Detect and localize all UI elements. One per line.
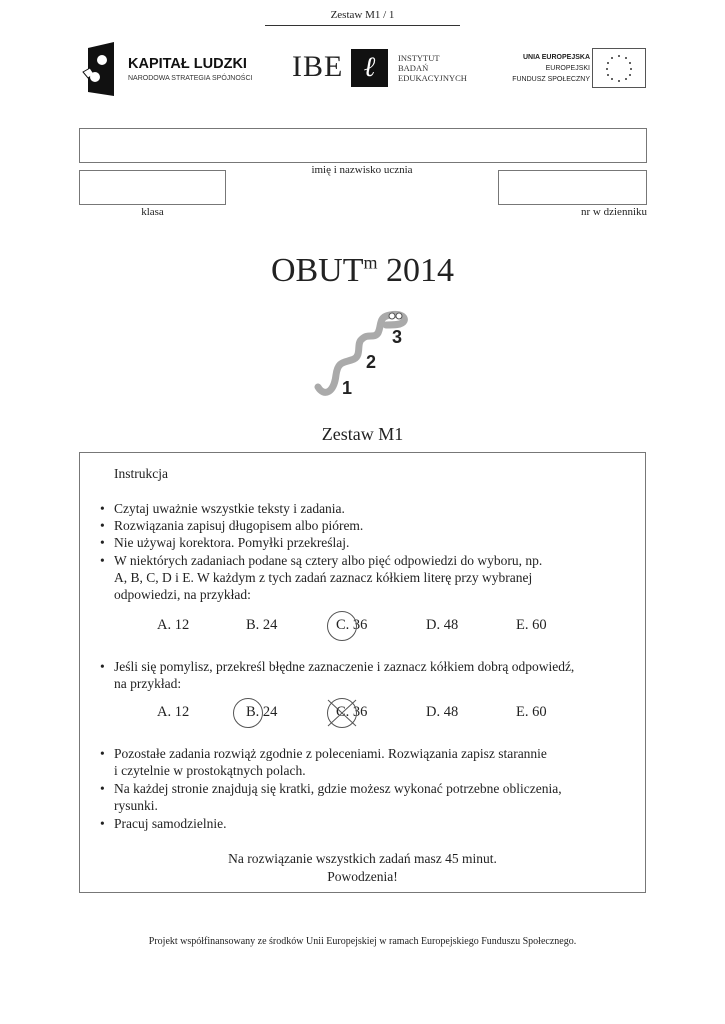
snake-body	[314, 311, 408, 396]
student-name-label: imię i nazwisko ucznia	[311, 164, 413, 176]
ibe-abbr: IBE	[292, 50, 344, 83]
instruction-item: • Pozostałe zadania rozwiąż zgodnie z po…	[100, 746, 547, 778]
kapital-subtitle: NARODOWA STRATEGIA SPÓJNOŚCI	[128, 75, 253, 82]
title-main: OBUT	[270, 252, 364, 289]
header-rule	[265, 25, 460, 26]
register-number-label: nr w dzienniku	[581, 206, 647, 218]
instruction-item: • Nie używaj korektora. Pomyłki przekreśl…	[100, 535, 350, 550]
option-d: D. 48	[426, 704, 459, 720]
instruction-text: Pozostałe zadania rozwiąż zgodnie z pole…	[114, 746, 547, 761]
step-2: 2	[366, 352, 377, 372]
instruction-item: • Pracuj samodzielnie.	[100, 816, 227, 831]
page-label: Zestaw M1 / 1	[330, 9, 395, 21]
option-a: A. 12	[157, 704, 190, 720]
instruction-text: i czytelnie w prostokątnych polach.	[114, 763, 306, 778]
instruction-text: na przykład:	[114, 676, 182, 691]
student-name-field[interactable]	[79, 128, 647, 163]
answer-circle	[327, 611, 357, 641]
instruction-text: Nie używaj korektora. Pomyłki przekreśla…	[114, 535, 350, 550]
page-footer: Projekt współfinansowany ze środków Unii…	[148, 936, 577, 947]
option-a: A. 12	[157, 617, 190, 633]
instruction-text: odpowiedzi, na przykład:	[114, 587, 251, 602]
instruction-text: Pracuj samodzielnie.	[114, 816, 227, 831]
ibe-logo: IBE ℓ INSTYTUT BADAŃ EDUKACYJNYCH	[292, 49, 482, 89]
option-b: B. 24	[246, 617, 278, 633]
instruction-text: rysunki.	[114, 798, 158, 813]
answer-circle	[233, 698, 263, 728]
option-e: E. 60	[516, 704, 547, 720]
good-luck-text: Powodzenia!	[327, 869, 398, 884]
instructions-heading: Instrukcja	[114, 466, 168, 481]
eu-line: FUNDUSZ SPOŁECZNY	[512, 76, 590, 83]
instructions-footer: Na rozwiązanie wszystkich zadań masz 45 …	[79, 850, 646, 886]
cross-out-mark	[327, 699, 357, 727]
crossed-answer-circle	[327, 698, 357, 728]
eu-line: EUROPEJSKI	[545, 65, 590, 72]
option-d: D. 48	[426, 617, 459, 633]
ibe-line: BADAŃ	[398, 63, 429, 73]
ibe-emblem-icon: ℓ	[351, 49, 388, 87]
instructions-box	[79, 452, 646, 893]
instruction-text: W niektórych zadaniach podane są cztery …	[114, 553, 543, 568]
set-title: Zestaw M1	[321, 424, 404, 444]
instruction-text: Rozwiązania zapisuj długopisem albo piór…	[114, 518, 364, 533]
instruction-item: • Jeśli się pomylisz, przekreśl błędne z…	[100, 659, 575, 691]
kapital-title: KAPITAŁ LUDZKI	[128, 56, 247, 72]
instruction-item: • Czytaj uważnie wszystkie teksty i zadan…	[100, 501, 345, 516]
class-label: klasa	[141, 206, 164, 218]
instruction-text: Jeśli się pomylisz, przekreśl błędne zaz…	[114, 659, 575, 674]
instruction-item: • Na każdej stronie znajdują się kratki,…	[100, 781, 562, 813]
step-1: 1	[342, 378, 353, 398]
ibe-line: EDUKACYJNYCH	[398, 73, 467, 83]
instruction-item: • W niektórych zadaniach podane są czter…	[100, 553, 543, 602]
option-e: E. 60	[516, 617, 547, 633]
step-3: 3	[392, 327, 403, 347]
kapital-ludzki-emblem-icon	[82, 42, 114, 96]
snake-stairs-illustration	[314, 311, 408, 396]
class-field[interactable]	[79, 170, 226, 205]
eu-line: UNIA EUROPEJSKA	[522, 54, 590, 61]
instruction-text: A, B, C, D i E. W każdym z tych zadań za…	[114, 570, 533, 585]
kapital-ludzki-logo: KAPITAŁ LUDZKI NARODOWA STRATEGIA SPÓJNO…	[80, 42, 270, 96]
exam-title: OBUTm 2014	[0, 252, 725, 290]
ibe-line: INSTYTUT	[398, 53, 440, 63]
register-number-field[interactable]	[498, 170, 647, 205]
instruction-item: • Rozwiązania zapisuj długopisem albo pió…	[100, 518, 364, 533]
instruction-text: Czytaj uważnie wszystkie teksty i zadani…	[114, 501, 345, 516]
time-limit-text: Na rozwiązanie wszystkich zadań masz 45 …	[228, 851, 497, 866]
ibe-name: INSTYTUT BADAŃ EDUKACYJNYCH	[398, 53, 467, 83]
instruction-text: Na każdej stronie znajdują się kratki, g…	[114, 781, 562, 796]
title-sup: m	[363, 252, 378, 273]
eu-logo: UNIA EUROPEJSKA EUROPEJSKI FUNDUSZ SPOŁE…	[500, 52, 590, 85]
title-year: 2014	[386, 252, 455, 289]
eu-flag-icon	[592, 48, 646, 88]
